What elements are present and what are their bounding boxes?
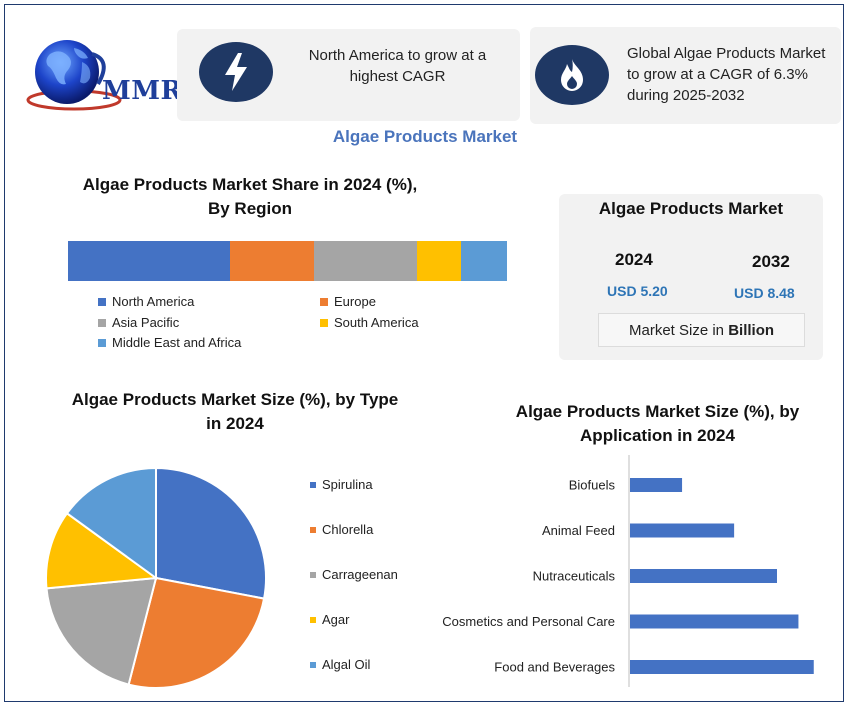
bar-animal-feed [630, 523, 735, 538]
info-card-cagr-region: North America to grow at a highest CAGR [177, 29, 520, 121]
legend-item-spirulina: Spirulina [310, 477, 373, 492]
flame-badge [535, 45, 609, 105]
bar-segment-europe [230, 241, 314, 281]
legend-label: South America [334, 315, 419, 330]
category-label-biofuels: Biofuels [569, 478, 616, 493]
infographic-frame [4, 4, 844, 702]
bar-cosmetics-and-personal-care [630, 614, 799, 629]
legend-label: Europe [334, 294, 376, 309]
legend-label: Middle East and Africa [112, 335, 242, 350]
value-2032: USD 8.48 [734, 285, 795, 301]
pie-slice-agar [45, 511, 159, 590]
unit-bold: Billion [728, 321, 775, 339]
pie-slice-chlorella [127, 576, 266, 689]
logo-text: MMR [102, 76, 183, 106]
page-title: Algae Products Market [332, 127, 518, 146]
category-label-food-and-beverages: Food and Beverages [494, 660, 615, 675]
info-card-text: Global Algae Products Market to grow at … [627, 45, 826, 104]
legend-swatch [320, 318, 328, 327]
legend-label: Asia Pacific [112, 315, 180, 330]
lightning-bolt-icon [225, 53, 247, 91]
type-pie-chart [45, 466, 267, 689]
flame-icon [561, 59, 583, 91]
market-size-unit: Market Size in Billion [598, 313, 805, 347]
bar-segment-north-america [68, 241, 231, 281]
category-label-nutraceuticals: Nutraceuticals [533, 569, 616, 584]
bar-segment-asia-pacific [313, 241, 417, 281]
pie-slice-carrageenan [45, 576, 158, 686]
info-card-global-cagr: Global Algae Products Market to grow at … [530, 27, 841, 124]
legend-item-middle-east-and-africa: Middle East and Africa [98, 335, 241, 350]
legend-swatch [98, 297, 106, 306]
globe-icon [26, 40, 122, 111]
legend-item-algal-oil: Algal Oil [310, 657, 370, 672]
legend-swatch [310, 616, 316, 623]
legend-label: North America [112, 294, 195, 309]
legend-item-carrageenan: Carrageenan [310, 567, 398, 582]
legend-swatch [310, 481, 316, 488]
market-size-title: Algae Products Market [598, 199, 784, 218]
mmr-logo: MMR [22, 34, 182, 114]
type-chart-title: Algae Products Market Size (%), by Type … [71, 390, 399, 433]
legend-item-north-america: North America [98, 294, 194, 309]
bar-nutraceuticals [630, 569, 777, 583]
legend-item-agar: Agar [310, 612, 349, 627]
legend-label: Algal Oil [322, 657, 371, 672]
application-bar-chart: Biofuels Animal Feed Nutraceuticals Cosmeti… [442, 455, 814, 687]
year-2032-label: 2032 [752, 252, 790, 271]
legend-label: Carrageenan [322, 567, 398, 582]
legend-swatch [320, 297, 328, 306]
legend-item-asia-pacific: Asia Pacific [98, 315, 179, 330]
year-2024-label: 2024 [615, 250, 653, 269]
bar-biofuels [630, 478, 683, 492]
bar-food-and-beverages [630, 660, 814, 674]
legend-swatch [310, 571, 316, 578]
region-stacked-bar [68, 241, 507, 281]
unit-prefix: Market Size in [628, 321, 729, 339]
legend-item-south-america: South America [320, 315, 419, 330]
legend-swatch [310, 661, 316, 668]
application-chart-title: Algae Products Market Size (%), by Appli… [515, 402, 800, 445]
category-label-animal-feed: Animal Feed [542, 523, 615, 538]
bar-segment-south-america [416, 241, 461, 281]
pie-slice-spirulina [155, 466, 267, 600]
legend-item-chlorella: Chlorella [310, 522, 373, 537]
region-chart-title: Algae Products Market Share in 2024 (%),… [82, 175, 418, 218]
legend-label: Spirulina [322, 477, 373, 492]
legend-swatch [98, 338, 106, 347]
legend-item-europe: Europe [320, 294, 376, 309]
bar-segment-middle-east-and-africa [460, 241, 507, 281]
info-card-text: North America to grow at a highest CAGR [308, 47, 487, 85]
legend-label: Agar [322, 612, 350, 627]
pie-slice-algal-oil [65, 466, 157, 580]
market-size-box: Algae Products Market 2024 USD 5.20 2032… [559, 194, 823, 360]
category-label-cosmetics-and-personal-care: Cosmetics and Personal Care [442, 614, 615, 629]
legend-swatch [98, 318, 106, 327]
legend-swatch [310, 526, 316, 533]
legend-label: Chlorella [322, 522, 374, 537]
value-2024: USD 5.20 [607, 283, 668, 299]
lightning-bolt-badge [199, 42, 273, 102]
